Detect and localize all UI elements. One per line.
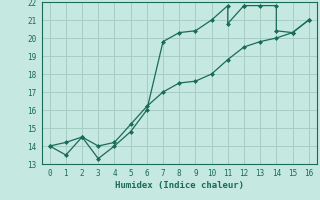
X-axis label: Humidex (Indice chaleur): Humidex (Indice chaleur) xyxy=(115,181,244,190)
